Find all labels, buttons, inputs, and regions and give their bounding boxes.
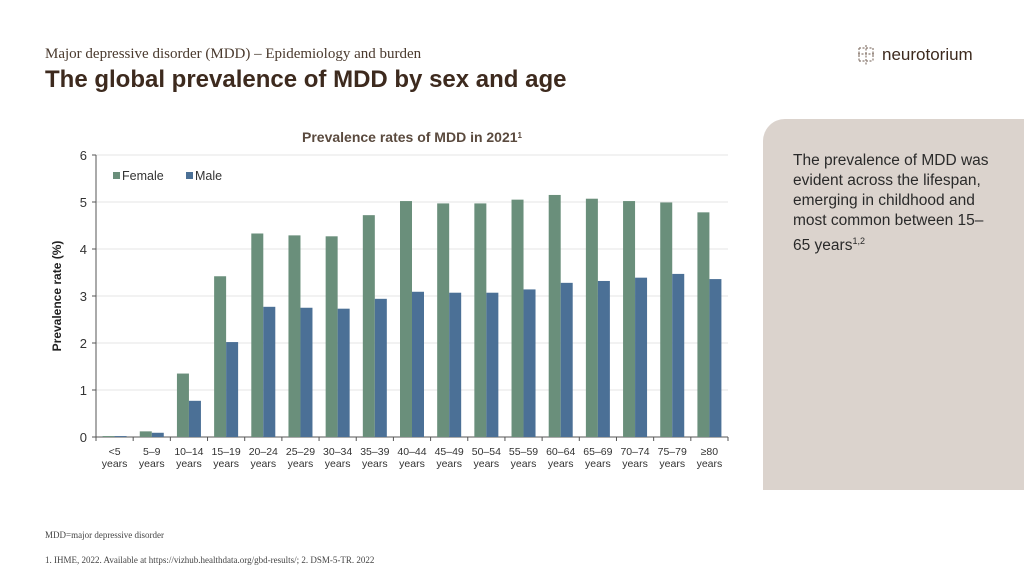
- bar-female: [102, 436, 115, 437]
- x-tick-label: 60–64: [546, 446, 575, 458]
- bar-male: [188, 400, 201, 437]
- x-tick-label: years: [176, 458, 202, 470]
- bar-female: [362, 215, 375, 437]
- bar-female: [511, 199, 524, 437]
- x-tick-label: 5–9: [143, 446, 161, 458]
- x-tick-label: 45–49: [435, 446, 464, 458]
- bar-male: [114, 436, 127, 437]
- bar-female: [288, 235, 301, 437]
- section-subtitle: Major depressive disorder (MDD) – Epidem…: [45, 46, 422, 62]
- bar-male: [263, 306, 276, 437]
- bar-male: [709, 279, 722, 437]
- bar-male: [412, 291, 424, 437]
- bar-female: [474, 203, 487, 437]
- x-tick-label: years: [362, 458, 388, 470]
- bar-male: [300, 307, 313, 437]
- x-tick-label: years: [250, 458, 276, 470]
- x-tick-label: years: [325, 458, 351, 470]
- bar-female: [251, 233, 264, 437]
- y-tick-label: 4: [80, 242, 87, 257]
- x-tick-label: years: [585, 458, 611, 470]
- x-tick-label: 10–14: [174, 446, 203, 458]
- brain-logo-icon: [858, 45, 874, 65]
- y-tick-label: 2: [80, 336, 87, 351]
- bar-female: [325, 236, 338, 437]
- bar-male: [672, 273, 685, 437]
- x-tick-label: years: [288, 458, 314, 470]
- x-tick-label: years: [139, 458, 165, 470]
- y-tick-label: 1: [80, 383, 87, 398]
- bar-chart: Prevalence rates of MDD in 20211 0 1 2 3 4 5 6 P…: [50, 129, 729, 470]
- x-tick-label: 75–79: [658, 446, 687, 458]
- x-tick-label: years: [436, 458, 462, 470]
- x-tick-label: 55–59: [509, 446, 538, 458]
- page-title: The global prevalence of MDD by sex and …: [45, 66, 567, 93]
- x-tick-label: 30–34: [323, 446, 352, 458]
- bar-male: [560, 282, 573, 437]
- legend-swatch-female: [113, 172, 120, 179]
- bar-male: [597, 280, 610, 437]
- y-tick-label: 6: [80, 148, 87, 163]
- bar-female: [214, 276, 227, 437]
- x-tick-label: years: [548, 458, 574, 470]
- legend-label-male: Male: [195, 169, 222, 183]
- x-tick-label: years: [399, 458, 425, 470]
- x-tick-label: years: [659, 458, 685, 470]
- x-tick-label: years: [102, 458, 128, 470]
- y-axis-label: Prevalence rate (%): [50, 241, 64, 352]
- y-tick-label: 0: [80, 430, 87, 445]
- y-tick-label: 5: [80, 195, 87, 210]
- abbreviation-note: MDD=major depressive disorder: [45, 530, 165, 540]
- y-tick-label: 3: [80, 289, 87, 304]
- references: 1. IHME, 2022. Available at https://vizh…: [45, 555, 375, 565]
- bar-male: [226, 342, 239, 437]
- bar-female: [400, 201, 412, 437]
- logo-text: neurotorium: [882, 45, 973, 64]
- x-tick-label: years: [697, 458, 723, 470]
- bar-female: [585, 198, 598, 437]
- x-tick-label: 65–69: [583, 446, 612, 458]
- key-finding-ref: 1,2: [852, 236, 865, 246]
- x-tick-label: <5: [109, 446, 121, 458]
- key-finding-body: The prevalence of MDD was evident across…: [793, 152, 989, 255]
- bar-female: [623, 201, 636, 437]
- bar-male: [337, 308, 350, 437]
- x-tick-label: 20–24: [249, 446, 278, 458]
- bar-female: [697, 212, 710, 437]
- x-tick-label: 25–29: [286, 446, 315, 458]
- x-tick-label: ≥80: [701, 446, 719, 458]
- x-tick-label: 15–19: [212, 446, 241, 458]
- x-tick-label: years: [622, 458, 648, 470]
- bar-female: [437, 203, 450, 437]
- x-tick-label: 35–39: [360, 446, 389, 458]
- key-finding-text: The prevalence of MDD was evident across…: [793, 151, 998, 256]
- bar-female: [548, 194, 561, 437]
- bar-male: [449, 292, 462, 437]
- x-tick-label: 40–44: [397, 446, 426, 458]
- bar-female: [139, 431, 152, 437]
- x-tick-label: years: [511, 458, 537, 470]
- key-finding-panel: The prevalence of MDD was evident across…: [763, 119, 1024, 490]
- bar-male: [486, 292, 499, 437]
- x-tick-label: 70–74: [620, 446, 649, 458]
- logo: neurotorium: [856, 44, 973, 66]
- x-tick-label: years: [213, 458, 239, 470]
- bar-male: [151, 432, 164, 437]
- bar-male: [374, 298, 387, 437]
- x-tick-label: 50–54: [472, 446, 501, 458]
- bar-female: [176, 373, 189, 437]
- bar-male: [523, 289, 536, 437]
- legend-swatch-male: [186, 172, 193, 179]
- bar-female: [660, 202, 673, 437]
- bar-male: [635, 277, 648, 437]
- legend-label-female: Female: [122, 169, 164, 183]
- chart-title: Prevalence rates of MDD in 20211: [302, 129, 523, 145]
- x-tick-label: years: [474, 458, 500, 470]
